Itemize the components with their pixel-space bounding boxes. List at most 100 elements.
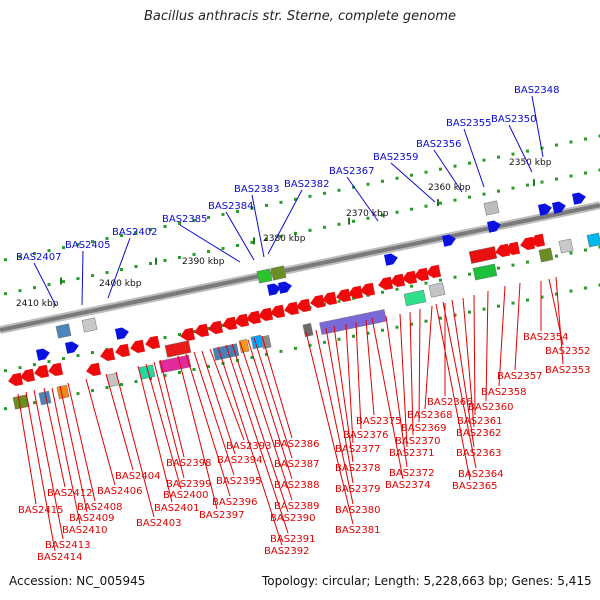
gene-label-BAS2386: BAS2386 bbox=[274, 439, 320, 450]
scale-tick-dot bbox=[497, 304, 500, 308]
gene-label-BAS2359: BAS2359 bbox=[373, 152, 419, 163]
scale-tick-dot bbox=[207, 249, 210, 253]
forward-gene-box bbox=[256, 268, 273, 284]
scale-tick-dot bbox=[540, 295, 544, 299]
reverse-gene-box bbox=[468, 246, 498, 264]
reverse-gene-arrow bbox=[336, 288, 352, 303]
scale-tick-dot bbox=[178, 370, 181, 374]
reverse-gene-arrow bbox=[130, 339, 146, 354]
gene-label-BAS2400: BAS2400 bbox=[163, 490, 209, 501]
reverse-leader-BAS2378 bbox=[333, 325, 354, 463]
reverse-leader-BAS2395 bbox=[193, 351, 235, 476]
gene-label-BAS2367: BAS2367 bbox=[329, 166, 375, 177]
gene-label-BAS2354: BAS2354 bbox=[523, 332, 569, 343]
scale-major-tick bbox=[60, 277, 62, 285]
scale-tick-dot bbox=[236, 209, 239, 213]
forward-gene-arrow bbox=[487, 220, 501, 233]
forward-leader-BAS2348 bbox=[531, 95, 544, 158]
topology-text: Topology: circular; Length: 5,228,663 bp… bbox=[262, 574, 592, 588]
gene-label-BAS2352: BAS2352 bbox=[545, 346, 591, 357]
scale-tick-dot bbox=[497, 266, 500, 270]
forward-gene-arrow bbox=[552, 201, 566, 214]
reverse-leader-BAS2391 bbox=[225, 344, 289, 534]
reverse-gene-box bbox=[428, 282, 446, 298]
forward-gene-arrow bbox=[278, 281, 292, 294]
gene-label-BAS2397: BAS2397 bbox=[199, 510, 245, 521]
forward-leader-BAS2382 bbox=[267, 189, 303, 255]
scale-tick-dot bbox=[76, 354, 80, 358]
gene-label-BAS2376: BAS2376 bbox=[343, 430, 389, 441]
forward-leader-BAS2385 bbox=[179, 224, 241, 263]
scale-tick-dot bbox=[279, 200, 283, 204]
reverse-leader-BAS2398 bbox=[159, 359, 185, 458]
reverse-leader-BAS2394 bbox=[201, 350, 236, 455]
reverse-gene-arrow bbox=[8, 372, 24, 387]
scale-tick-dot bbox=[352, 296, 355, 300]
scale-tick-dot bbox=[511, 186, 515, 190]
scale-tick-dot bbox=[163, 373, 167, 377]
scale-tick-dot bbox=[337, 188, 341, 192]
scale-tick-dot bbox=[134, 231, 138, 235]
gene-label-BAS2358: BAS2358 bbox=[481, 387, 527, 398]
scale-tick-dot bbox=[598, 245, 600, 249]
forward-gene-arrow bbox=[442, 234, 456, 247]
scale-tick-dot bbox=[453, 198, 457, 202]
scale-label-2360-kbp: 2360 kbp bbox=[428, 183, 471, 193]
forward-gene-arrow bbox=[384, 253, 398, 266]
scale-tick-dot bbox=[192, 367, 196, 371]
reverse-gene-arrow bbox=[234, 313, 250, 328]
scale-tick-dot bbox=[120, 383, 123, 387]
reverse-gene-arrow bbox=[208, 320, 224, 335]
reverse-gene-arrow bbox=[48, 362, 64, 377]
scale-tick-dot bbox=[424, 281, 428, 285]
scale-tick-dot bbox=[381, 290, 384, 294]
reverse-leader-BAS2386 bbox=[261, 335, 293, 439]
reverse-gene-box bbox=[38, 390, 52, 406]
reverse-leader-BAS2358 bbox=[498, 285, 506, 387]
gene-label-BAS2363: BAS2363 bbox=[456, 448, 502, 459]
reverse-gene-arrow bbox=[180, 327, 196, 342]
reverse-gene-box bbox=[238, 339, 250, 353]
reverse-leader-BAS2353 bbox=[555, 276, 564, 365]
scale-tick-dot bbox=[134, 380, 138, 384]
forward-gene-arrow bbox=[538, 203, 552, 216]
scale-tick-dot bbox=[4, 258, 7, 262]
gene-label-BAS2403: BAS2403 bbox=[136, 518, 182, 529]
gene-label-BAS2385: BAS2385 bbox=[162, 214, 208, 225]
scale-tick-dot bbox=[4, 369, 7, 373]
reverse-gene-arrow bbox=[495, 243, 511, 258]
scale-tick-dot bbox=[598, 168, 600, 172]
gene-label-BAS2410: BAS2410 bbox=[62, 525, 108, 536]
scale-tick-dot bbox=[569, 289, 573, 293]
scale-tick-dot bbox=[352, 219, 355, 223]
scale-tick-dot bbox=[76, 392, 80, 396]
reverse-leader-BAS2389 bbox=[239, 341, 293, 501]
scale-tick-dot bbox=[91, 351, 94, 355]
reverse-gene-arrow bbox=[402, 270, 418, 285]
scale-tick-dot bbox=[91, 389, 94, 393]
scale-tick-dot bbox=[468, 272, 471, 276]
scale-tick-dot bbox=[555, 254, 558, 258]
scale-tick-dot bbox=[221, 212, 225, 216]
scale-tick-dot bbox=[62, 280, 65, 284]
scale-tick-dot bbox=[33, 252, 36, 256]
scale-tick-dot bbox=[468, 195, 471, 199]
scale-tick-dot bbox=[511, 301, 515, 305]
scale-tick-dot bbox=[410, 284, 413, 288]
reverse-gene-arrow bbox=[86, 362, 102, 377]
gene-label-BAS2356: BAS2356 bbox=[416, 139, 462, 150]
reverse-leader-BAS2370 bbox=[409, 311, 414, 436]
scale-major-tick bbox=[437, 199, 439, 207]
reverse-gene-arrow bbox=[310, 294, 326, 309]
reverse-leader-BAS2408 bbox=[67, 382, 96, 502]
scale-tick-dot bbox=[236, 243, 239, 247]
scale-tick-dot bbox=[76, 243, 80, 247]
scale-tick-dot bbox=[250, 240, 254, 244]
gene-label-BAS2405: BAS2405 bbox=[65, 240, 111, 251]
scale-tick-dot bbox=[33, 401, 36, 405]
reverse-leader-BAS2360 bbox=[485, 290, 489, 402]
reverse-gene-arrow bbox=[378, 276, 394, 291]
